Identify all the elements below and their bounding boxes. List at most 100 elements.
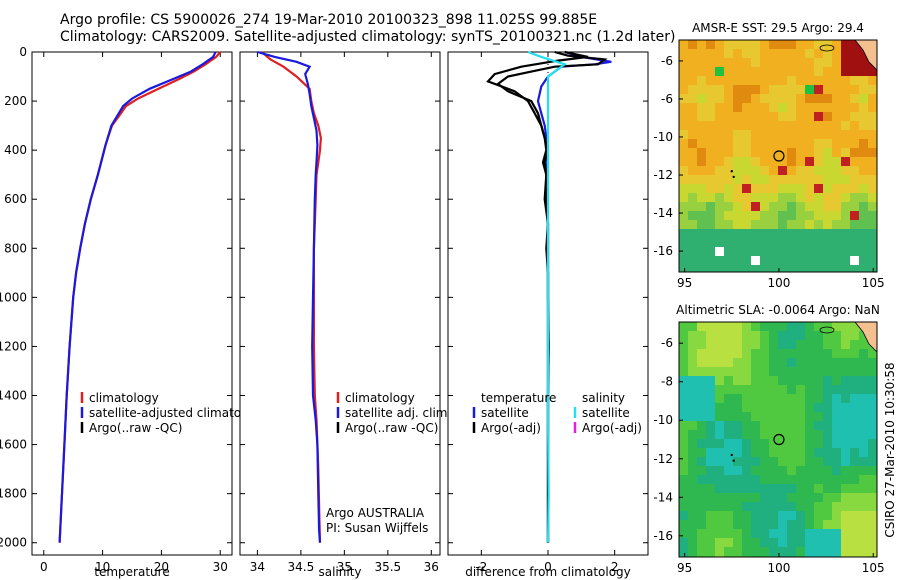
sla_map-cell	[868, 376, 877, 385]
sst_map-cell	[724, 49, 733, 58]
sst_map-cell	[796, 67, 805, 76]
sst_map-cell	[859, 130, 868, 139]
sst_map-cell	[832, 67, 841, 76]
sst_map-cell	[787, 238, 796, 247]
depth-tick-label: 400	[4, 143, 27, 157]
sla_map-cell	[814, 547, 823, 556]
sst_map-cell	[805, 130, 814, 139]
sla_map-cell	[715, 358, 724, 367]
sst_map-cell	[832, 256, 841, 265]
sla_map-cell	[733, 502, 742, 511]
sla_map-cell	[697, 439, 706, 448]
sst_map-cell	[823, 229, 832, 238]
sla_map-cell	[706, 493, 715, 502]
sst_map-cell	[859, 175, 868, 184]
sla_map-cell	[706, 367, 715, 376]
sla_map-cell	[715, 430, 724, 439]
sst_map-cell	[751, 67, 760, 76]
sst_map-cell	[823, 76, 832, 85]
sla_map-cell	[760, 457, 769, 466]
sst_map-cell	[706, 184, 715, 193]
sla_map-cell	[697, 385, 706, 394]
sla_map-cell	[778, 493, 787, 502]
sla_map: 95 100 105 -6 -8 -10 -12 -14 -16 Altimetric SLA: …	[653, 303, 884, 575]
sst_map-cell	[850, 67, 859, 76]
sst_map-argo-track-point	[732, 175, 735, 179]
sla_map-cell	[751, 430, 760, 439]
sla_map-cell	[679, 394, 688, 403]
sla_map-cell	[733, 367, 742, 376]
sst_map-cell	[679, 211, 688, 220]
sla_map-cell	[679, 421, 688, 430]
sla_map-cell	[868, 421, 877, 430]
sst_map-cell	[769, 256, 778, 265]
sst_map-cell	[805, 175, 814, 184]
sla_map-cell	[805, 340, 814, 349]
sla_map-cell	[868, 466, 877, 475]
sst_map-cell	[733, 175, 742, 184]
sst_map-cell	[778, 247, 787, 256]
sst_map-cell	[688, 112, 697, 121]
sst_map-cell	[724, 112, 733, 121]
difference-series-black	[486, 50, 589, 543]
sst_map-cell	[868, 256, 877, 265]
sst_map-cell	[769, 130, 778, 139]
sla_map-cell	[868, 484, 877, 493]
sla_map-cell	[688, 475, 697, 484]
sla_map-cell	[760, 358, 769, 367]
sla_map-cell	[850, 376, 859, 385]
sla_map-cell	[724, 322, 733, 331]
sla_map-cell	[814, 475, 823, 484]
sst_map-cell	[814, 148, 823, 157]
sla_map-cell	[796, 349, 805, 358]
sla_map-cell	[724, 376, 733, 385]
sst_map-cell	[760, 85, 769, 94]
sst_map-cell	[859, 166, 868, 175]
difference-temperature-legend-label: Argo(-adj)	[481, 421, 541, 435]
sla_map-cell	[706, 331, 715, 340]
sst_map-cell	[706, 139, 715, 148]
sst_map-cell	[706, 58, 715, 67]
sst_map-cell	[796, 148, 805, 157]
sst_map-cell	[697, 112, 706, 121]
sst_map-cell	[706, 157, 715, 166]
sst_map-cell	[823, 67, 832, 76]
sla_map-cell	[733, 322, 742, 331]
sst_map-cell	[742, 58, 751, 67]
sla_map-cell	[868, 529, 877, 538]
sst_map-cell	[796, 229, 805, 238]
sst_map-cell	[724, 211, 733, 220]
sla_map-cell	[823, 520, 832, 529]
sla_map-cell	[697, 340, 706, 349]
sst_map-cell	[769, 40, 778, 49]
sst_map-cell	[760, 67, 769, 76]
sst_map-cell	[778, 94, 787, 103]
sla_map-cell	[760, 376, 769, 385]
sla_map-cell	[859, 484, 868, 493]
sla_map-cell	[751, 367, 760, 376]
sla_map-cell	[841, 349, 850, 358]
sla_map-cell	[688, 457, 697, 466]
sla_map-cell	[679, 385, 688, 394]
sst_map-cell	[733, 49, 742, 58]
sla_map-cell	[760, 502, 769, 511]
sla_map-cell	[724, 493, 733, 502]
sla_map-cell	[688, 538, 697, 547]
sst_map-cell	[859, 67, 868, 76]
sst_map-cell	[706, 175, 715, 184]
sla_map-cell	[805, 385, 814, 394]
sla_map-cell	[841, 493, 850, 502]
sla_map-cell	[769, 358, 778, 367]
sst_map-cell	[823, 238, 832, 247]
sla_map-cell	[859, 394, 868, 403]
sst_map-cell	[796, 40, 805, 49]
sst_map-cell	[796, 139, 805, 148]
sst_map-cell	[823, 112, 832, 121]
sst_map-argo-track-point	[730, 170, 733, 173]
sst_map-cell	[823, 220, 832, 229]
sst_map-cell	[688, 148, 697, 157]
sla_map-cell	[814, 511, 823, 520]
sla_map-cell	[679, 547, 688, 556]
sst_map-cell	[805, 148, 814, 157]
sst_map-cell	[706, 130, 715, 139]
